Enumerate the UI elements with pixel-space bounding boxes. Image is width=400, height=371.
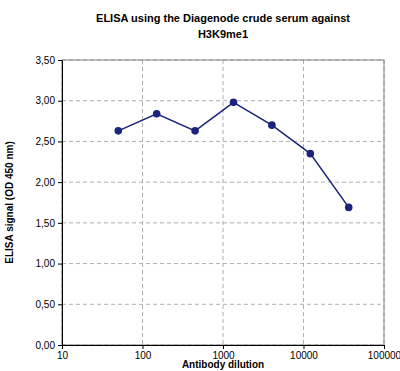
y-tick-mark [58,264,62,265]
x-tick-mark [62,345,63,349]
series [114,99,352,212]
y-grid-line [62,141,384,142]
y-tick: 0,00 [36,340,62,351]
x-grid-line [303,60,304,345]
y-tick: 0,50 [36,299,62,310]
x-tick: 10 [57,345,69,361]
y-tick-label: 0,50 [36,299,56,310]
y-tick-label: 3,50 [36,55,56,66]
y-tick-label: 2,50 [36,136,56,147]
data-point [114,127,122,135]
y-tick: 3,00 [36,95,62,106]
data-line [118,102,348,207]
y-tick: 2,00 [36,177,62,188]
x-tick-label: 100000 [368,350,400,361]
data-point [230,99,238,107]
y-tick: 1,50 [36,218,62,229]
data-point [268,121,276,129]
x-tick-mark [143,345,144,349]
x-tick-mark [304,345,305,349]
y-tick-label: 1,50 [36,218,56,229]
y-tick-mark [58,345,62,346]
y-grid-line [62,100,384,101]
x-axis-title: Antibody dilution [182,359,264,370]
y-tick-mark [58,60,62,61]
data-point [307,150,315,158]
y-grid-line [62,304,384,305]
data-point [345,204,353,212]
data-point [191,127,199,135]
y-grid-line [62,182,384,183]
y-tick-label: 3,00 [36,95,56,106]
chart: 101001000100001000000,000,501,001,502,00… [0,0,400,371]
data-point [153,110,161,118]
chart-title: ELISA using the Diagenode crude serum ag… [96,12,350,40]
y-tick-label: 2,00 [36,177,56,188]
y-tick-label: 1,00 [36,258,56,269]
x-tick-mark [223,345,224,349]
y-tick: 3,50 [36,55,62,66]
x-grid-line [142,60,143,345]
y-tick: 2,50 [36,136,62,147]
x-tick: 10000 [290,345,318,361]
y-tick-mark [58,304,62,305]
y-tick-mark [58,141,62,142]
x-tick: 100000 [368,345,400,361]
y-tick-mark [58,182,62,183]
y-grid-line [62,222,384,223]
x-tick-label: 10000 [290,350,318,361]
y-axis-line [62,61,63,346]
y-tick-mark [58,223,62,224]
x-tick-label: 10 [57,350,69,361]
x-tick: 100 [135,345,152,361]
y-axis: 0,00 0,50 1,00 1,50 2,00 2,50 3,00 3,50 [36,55,63,351]
y-axis-title: ELISA signal (OD 450 nm) [4,141,15,263]
x-tick-label: 100 [135,350,152,361]
x-tick-mark [384,345,385,349]
x-grid-line [223,60,224,345]
y-tick-label: 0,00 [36,340,56,351]
y-tick: 1,00 [36,258,62,269]
plot-frame [62,60,384,345]
y-tick-mark [58,101,62,102]
plot: 101001000100001000000,000,501,001,502,00… [36,55,400,361]
chart-title-line: H3K9me1 [198,28,248,40]
y-grid-line [62,263,384,264]
grid [62,60,384,345]
chart-title-line: ELISA using the Diagenode crude serum ag… [96,12,350,24]
